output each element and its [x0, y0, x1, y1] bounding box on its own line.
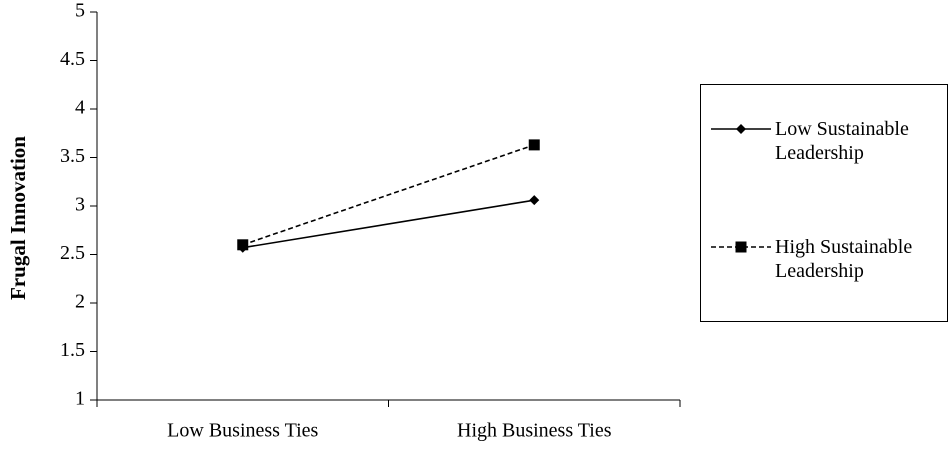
legend: Low Sustainable Leadership High Sustainab…: [700, 84, 948, 322]
marker: [529, 195, 540, 206]
y-tick-label: 4: [75, 97, 85, 119]
series-line: [242, 144, 535, 246]
x-tick-label: Low Business Ties: [167, 420, 318, 442]
y-tick-label: 2: [75, 291, 85, 313]
y-tick-label: 2.5: [60, 242, 85, 264]
y-tick-label: 5: [75, 0, 85, 22]
legend-icon: [711, 124, 771, 134]
legend-label: Low Sustainable Leadership: [775, 118, 909, 164]
y-tick-label: 3.5: [60, 145, 85, 167]
legend-icon: [711, 241, 771, 253]
y-axis-label: Frugal Innovation: [6, 136, 30, 300]
marker: [736, 124, 746, 134]
marker: [237, 239, 249, 251]
marker: [528, 139, 540, 151]
legend-label: High Sustainable Leadership: [775, 236, 913, 282]
series-line: [242, 199, 535, 249]
y-tick-label: 4.5: [60, 48, 85, 70]
y-tick-label: 1.5: [60, 339, 85, 361]
marker: [735, 241, 747, 253]
y-tick-label: 3: [75, 194, 85, 216]
y-tick-label: 1: [75, 388, 85, 410]
x-tick-label: High Business Ties: [457, 420, 612, 442]
